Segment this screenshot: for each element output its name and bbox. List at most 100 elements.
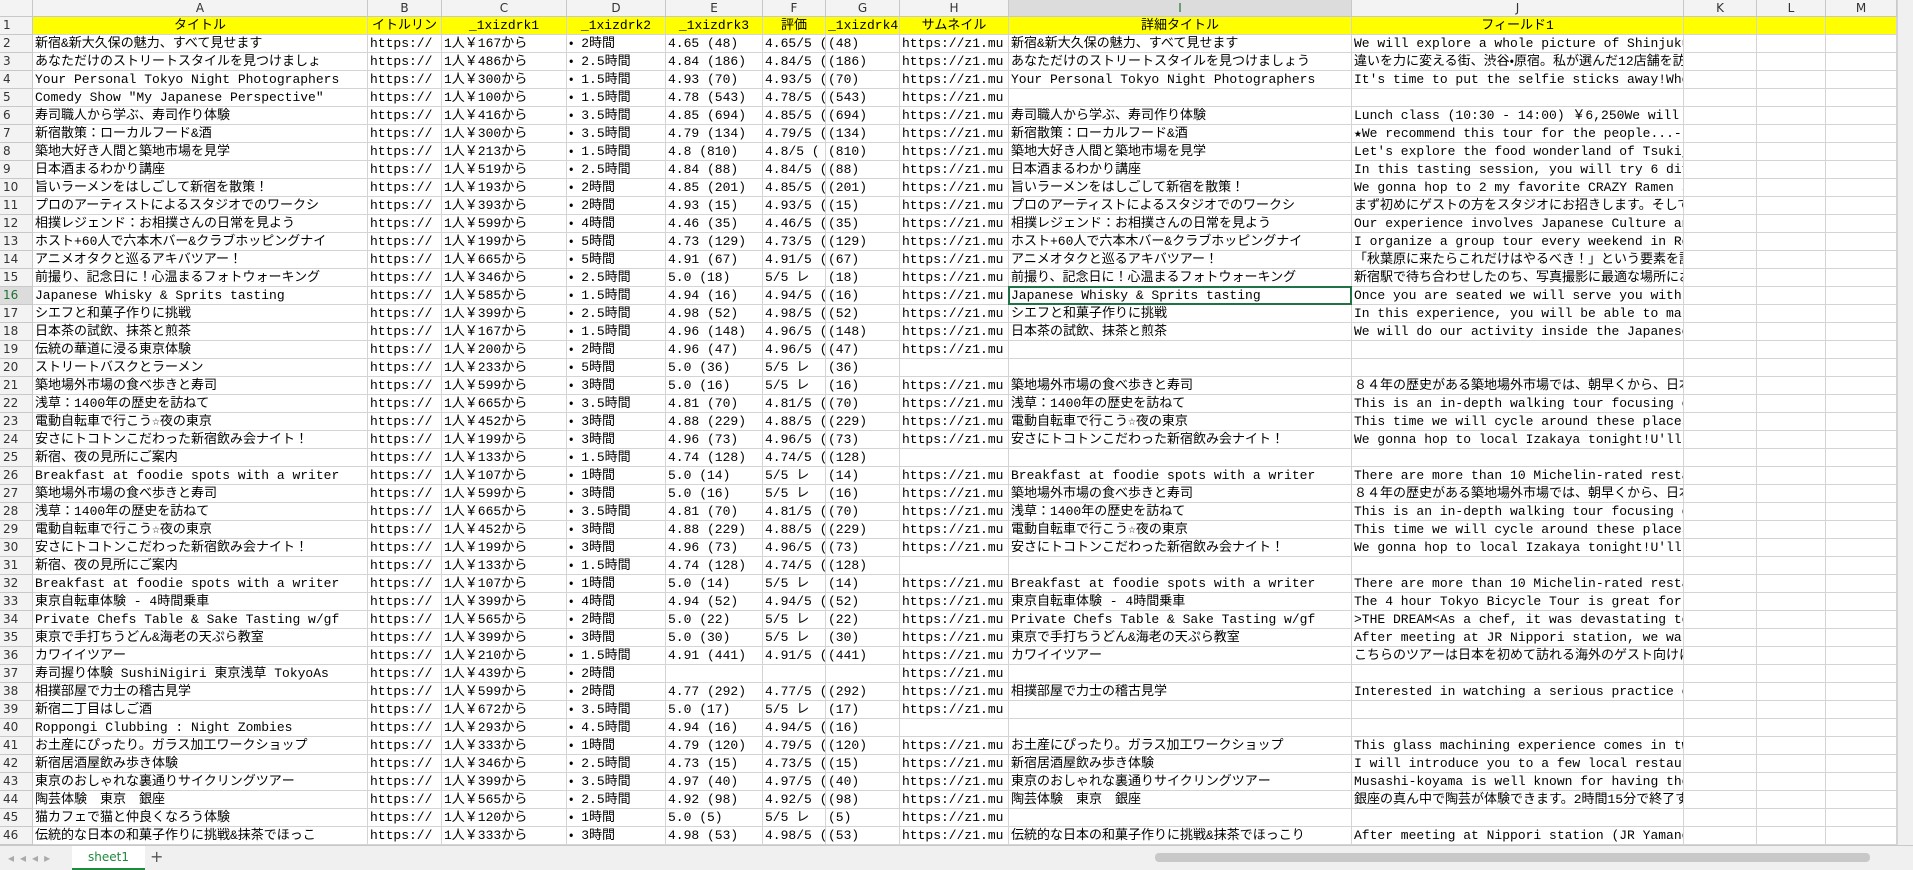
cell[interactable] xyxy=(1757,233,1826,251)
cell[interactable] xyxy=(1826,323,1897,341)
cell[interactable]: https:// xyxy=(368,755,442,773)
cell[interactable]: 4.93 (15) xyxy=(666,197,763,215)
cell[interactable] xyxy=(1826,341,1897,359)
cell[interactable]: 東京自転車体験 - 4時間乗車 xyxy=(33,593,368,611)
cell[interactable]: https://z1.mu xyxy=(900,143,1009,161)
cell[interactable]: アニメオタクと巡るアキバツアー！ xyxy=(1009,251,1352,269)
cell[interactable]: 1人￥665から xyxy=(442,503,567,521)
cell[interactable]: ・ 1.5時間 xyxy=(567,557,666,575)
cell[interactable]: 1人￥167から xyxy=(442,35,567,53)
cell[interactable]: 4.8/5 ( xyxy=(763,143,826,161)
cell[interactable]: https:// xyxy=(368,377,442,395)
cell[interactable]: ・ 3.5時間 xyxy=(567,125,666,143)
cell[interactable] xyxy=(1757,89,1826,107)
cell[interactable]: (40) xyxy=(826,773,900,791)
cell[interactable]: 4.98 (52) xyxy=(666,305,763,323)
cell[interactable] xyxy=(1757,161,1826,179)
cell[interactable]: https://z1.mu xyxy=(900,35,1009,53)
cell[interactable]: 4.84 (186) xyxy=(666,53,763,71)
cell[interactable]: 新宿、夜の見所にご案内 xyxy=(33,557,368,575)
cell[interactable]: https://z1.mu xyxy=(900,737,1009,755)
cell[interactable]: 4.73/5 ( xyxy=(763,233,826,251)
row-header[interactable]: 40 xyxy=(0,719,33,737)
cell[interactable]: https:// xyxy=(368,809,442,827)
cell[interactable] xyxy=(1684,161,1757,179)
cell[interactable]: 新宿&新大久保の魅力、すべて見せます xyxy=(1009,35,1352,53)
row-header[interactable]: 29 xyxy=(0,521,33,539)
cell[interactable]: 4.88 (229) xyxy=(666,521,763,539)
cell[interactable]: 4.74 (128) xyxy=(666,449,763,467)
cell[interactable] xyxy=(1757,485,1826,503)
cell[interactable]: 1人￥133から xyxy=(442,449,567,467)
cell[interactable]: ・ 3時間 xyxy=(567,413,666,431)
cell[interactable]: 4.93/5 ( xyxy=(763,197,826,215)
cell[interactable]: 5/5 レ xyxy=(763,485,826,503)
header-cell[interactable] xyxy=(1757,17,1826,35)
cell[interactable]: (36) xyxy=(826,359,900,377)
cell[interactable]: 相撲部屋で力士の稽古見学 xyxy=(1009,683,1352,701)
cell[interactable] xyxy=(1757,449,1826,467)
cell[interactable] xyxy=(1826,791,1897,809)
cell[interactable] xyxy=(1757,305,1826,323)
cell[interactable]: ・ 3.5時間 xyxy=(567,395,666,413)
cell[interactable] xyxy=(1826,359,1897,377)
cell[interactable] xyxy=(1757,71,1826,89)
h-scrollbar[interactable] xyxy=(1155,853,1870,862)
cell[interactable] xyxy=(1684,323,1757,341)
row-header[interactable]: 28 xyxy=(0,503,33,521)
cell[interactable]: 1人￥199から xyxy=(442,431,567,449)
cell[interactable] xyxy=(1684,773,1757,791)
cell[interactable]: 電動自転車で行こう☆夜の東京 xyxy=(33,521,368,539)
cell[interactable]: https:// xyxy=(368,89,442,107)
cell[interactable] xyxy=(1757,215,1826,233)
cell[interactable]: https:// xyxy=(368,287,442,305)
cell[interactable]: 1人￥107から xyxy=(442,575,567,593)
cell[interactable]: 5.0 (16) xyxy=(666,485,763,503)
cell[interactable]: 1人￥565から xyxy=(442,791,567,809)
cell[interactable] xyxy=(1009,341,1352,359)
cell[interactable]: Japanese Whisky & Sprits tasting xyxy=(1009,287,1352,305)
cell[interactable]: https:// xyxy=(368,71,442,89)
cell[interactable]: 5.0 (36) xyxy=(666,359,763,377)
row-header[interactable]: 1 xyxy=(0,17,33,35)
cell[interactable]: https://z1.mu xyxy=(900,755,1009,773)
cell[interactable]: 4.74/5 ( xyxy=(763,449,826,467)
cell[interactable] xyxy=(900,449,1009,467)
cell[interactable]: In this tasting session, you will try 6 … xyxy=(1352,161,1684,179)
cell[interactable]: 5/5 レ xyxy=(763,467,826,485)
cell[interactable] xyxy=(1684,503,1757,521)
cell[interactable]: 東京自転車体験 - 4時間乗車 xyxy=(1009,593,1352,611)
cell[interactable]: 旨いラーメンをはしごして新宿を散策！ xyxy=(33,179,368,197)
cell[interactable]: https:// xyxy=(368,503,442,521)
cell[interactable] xyxy=(1757,251,1826,269)
cell[interactable] xyxy=(1684,395,1757,413)
cell[interactable] xyxy=(1826,161,1897,179)
cell[interactable]: ・ 2時間 xyxy=(567,665,666,683)
header-cell[interactable]: フィールド1 xyxy=(1352,17,1684,35)
row-header[interactable]: 6 xyxy=(0,107,33,125)
cell[interactable] xyxy=(1757,755,1826,773)
cell[interactable]: プロのアーティストによるスタジオでのワークシ xyxy=(1009,197,1352,215)
cell[interactable]: 4.91 (67) xyxy=(666,251,763,269)
cell[interactable]: https://z1.mu xyxy=(900,827,1009,845)
cell[interactable] xyxy=(1684,485,1757,503)
cell[interactable]: 4.97 (40) xyxy=(666,773,763,791)
cell[interactable]: 伝統の華道に浸る東京体験 xyxy=(33,341,368,359)
cell[interactable]: (16) xyxy=(826,377,900,395)
cell[interactable]: https:// xyxy=(368,35,442,53)
cell[interactable]: https://z1.mu xyxy=(900,773,1009,791)
cell[interactable]: 5/5 レ xyxy=(763,269,826,287)
row-header[interactable]: 7 xyxy=(0,125,33,143)
cell[interactable]: https:// xyxy=(368,341,442,359)
cell[interactable]: 4.73 (15) xyxy=(666,755,763,773)
row-header[interactable]: 35 xyxy=(0,629,33,647)
row-header[interactable]: 26 xyxy=(0,467,33,485)
row-header[interactable]: 22 xyxy=(0,395,33,413)
cell[interactable]: https:// xyxy=(368,647,442,665)
cell[interactable]: 築地場外市場の食べ歩きと寿司 xyxy=(33,485,368,503)
cell[interactable] xyxy=(1757,341,1826,359)
cell[interactable]: ・ 3時間 xyxy=(567,629,666,647)
cell[interactable] xyxy=(1826,233,1897,251)
cell[interactable] xyxy=(1684,305,1757,323)
cell[interactable] xyxy=(1684,89,1757,107)
